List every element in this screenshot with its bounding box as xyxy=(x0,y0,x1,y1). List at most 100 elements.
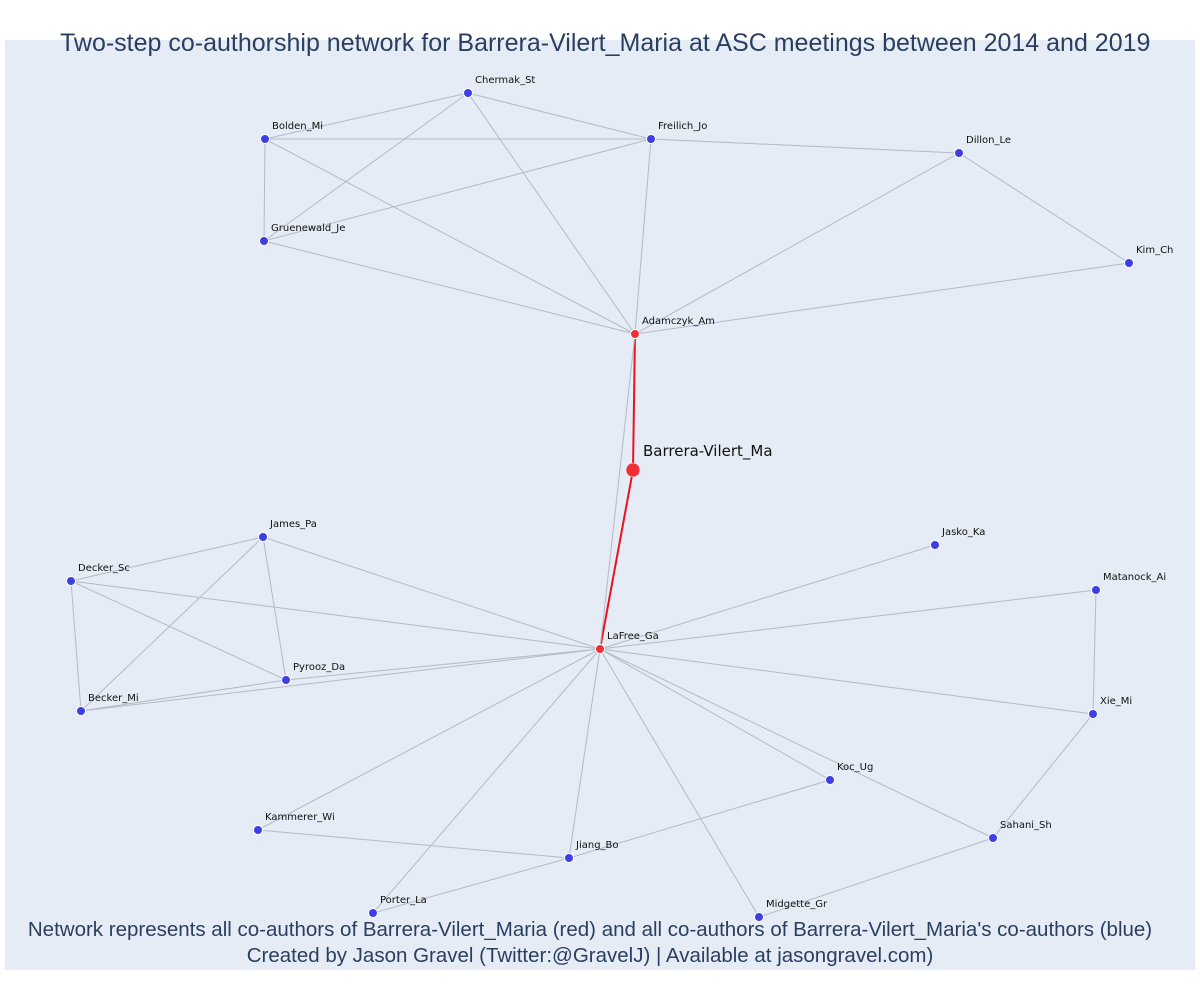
footer-note: Network represents all co-authors of Bar… xyxy=(27,918,1153,941)
node-lafree-ga[interactable]: LaFree_Ga xyxy=(595,631,659,654)
node-xie-mi[interactable]: Xie_Mi xyxy=(1088,696,1133,719)
node-label: Jiang_Bo xyxy=(575,840,619,851)
coauthor-edge xyxy=(992,713,1094,839)
node-marker[interactable] xyxy=(646,134,656,144)
node-marker[interactable] xyxy=(930,540,940,550)
coauthor-edge xyxy=(634,262,1130,335)
node-matanock-ai[interactable]: Matanock_Ai xyxy=(1091,572,1167,595)
coauthor-edge xyxy=(568,648,601,859)
node-koc-ug[interactable]: Koc_Ug xyxy=(825,762,874,785)
node-label: Bolden_Mi xyxy=(272,121,323,132)
node-barrera-vilert-ma[interactable]: Barrera-Vilert_Ma xyxy=(625,442,773,478)
node-gruenewald-je[interactable]: Gruenewald_Je xyxy=(259,223,346,246)
node-midgette-gr[interactable]: Midgette_Gr xyxy=(754,899,828,922)
node-label: Xie_Mi xyxy=(1100,696,1132,707)
coauthor-edge xyxy=(634,138,652,335)
node-marker[interactable] xyxy=(1091,585,1101,595)
node-marker[interactable] xyxy=(1124,258,1134,268)
node-jiang-bo[interactable]: Jiang_Bo xyxy=(564,840,619,863)
node-marker[interactable] xyxy=(825,775,835,785)
node-marker[interactable] xyxy=(630,329,640,339)
coauthor-edge xyxy=(467,92,652,140)
node-freilich-jo[interactable]: Freilich_Jo xyxy=(646,121,708,144)
node-becker-mi[interactable]: Becker_Mi xyxy=(76,693,139,716)
coauthor-edge xyxy=(467,92,636,335)
coauthor-edge xyxy=(599,648,760,918)
node-label: Porter_La xyxy=(380,895,427,906)
node-marker[interactable] xyxy=(368,908,378,918)
node-pyrooz-da[interactable]: Pyrooz_Da xyxy=(281,662,346,685)
node-marker[interactable] xyxy=(463,88,473,98)
focal-edge xyxy=(632,333,636,471)
coauthor-edge xyxy=(599,648,1094,715)
node-marker[interactable] xyxy=(258,532,268,542)
coauthor-edge xyxy=(650,138,960,154)
node-marker[interactable] xyxy=(259,236,269,246)
coauthor-edge xyxy=(80,536,264,712)
coauthor-edge xyxy=(372,648,601,914)
node-bolden-mi[interactable]: Bolden_Mi xyxy=(260,121,324,144)
coauthor-edge xyxy=(80,648,601,712)
node-label: Jasko_Ka xyxy=(941,527,985,538)
coauthor-edge xyxy=(599,648,994,839)
coauthor-edge xyxy=(263,138,652,242)
node-marker[interactable] xyxy=(253,825,263,835)
coauthor-edge xyxy=(262,536,601,650)
node-marker[interactable] xyxy=(1088,709,1098,719)
node-label: Chermak_St xyxy=(475,75,535,86)
node-label: Kammerer_Wi xyxy=(265,812,335,823)
coauthor-edge xyxy=(599,589,1097,650)
node-marker[interactable] xyxy=(564,853,574,863)
node-label: James_Pa xyxy=(269,519,317,530)
node-marker[interactable] xyxy=(281,675,291,685)
node-label: Koc_Ug xyxy=(837,762,873,773)
node-marker[interactable] xyxy=(595,644,605,654)
coauthor-edge xyxy=(263,240,636,335)
node-label: Matanock_Ai xyxy=(1103,572,1166,583)
coauthor-edge xyxy=(958,152,1130,264)
coauthor-edge xyxy=(264,138,636,335)
footer-credit: Created by Jason Gravel (Twitter:@Gravel… xyxy=(246,944,934,967)
node-marker[interactable] xyxy=(988,833,998,843)
node-kim-ch[interactable]: Kim_Ch xyxy=(1124,245,1174,268)
node-marker[interactable] xyxy=(625,462,641,478)
node-decker-sc[interactable]: Decker_Sc xyxy=(66,563,130,586)
nodes-layer: Barrera-Vilert_Ma Adamczyk_Am LaFree_Ga Che… xyxy=(66,75,1174,922)
node-label: Dillon_Le xyxy=(966,135,1011,146)
node-marker[interactable] xyxy=(754,912,764,922)
coauthor-edge xyxy=(70,536,264,582)
coauthor-edge xyxy=(80,679,287,712)
coauthor-edge xyxy=(70,580,287,681)
node-james-pa[interactable]: James_Pa xyxy=(258,519,317,542)
coauthor-edge xyxy=(758,837,994,918)
node-label: Freilich_Jo xyxy=(658,121,707,132)
coauthor-edge xyxy=(372,857,570,914)
node-chermak-st[interactable]: Chermak_St xyxy=(463,75,536,98)
node-label: Sahani_Sh xyxy=(1000,820,1052,831)
node-adamczyk-am[interactable]: Adamczyk_Am xyxy=(630,316,715,339)
coauthor-edge xyxy=(257,648,601,831)
node-label: Midgette_Gr xyxy=(766,899,828,910)
node-jasko-ka[interactable]: Jasko_Ka xyxy=(930,527,986,550)
node-porter-la[interactable]: Porter_La xyxy=(368,895,427,918)
node-label: LaFree_Ga xyxy=(607,631,659,642)
coauthor-edge xyxy=(264,92,469,140)
node-marker[interactable] xyxy=(260,134,270,144)
coauthor-edge xyxy=(263,138,266,242)
node-dillon-le[interactable]: Dillon_Le xyxy=(954,135,1012,158)
node-marker[interactable] xyxy=(66,576,76,586)
coauthor-edge xyxy=(599,333,636,650)
focal-edge xyxy=(599,469,634,650)
coauthor-edge xyxy=(599,544,936,650)
node-kammerer-wi[interactable]: Kammerer_Wi xyxy=(253,812,335,835)
node-marker[interactable] xyxy=(76,706,86,716)
node-label: Pyrooz_Da xyxy=(293,662,345,673)
node-label: Kim_Ch xyxy=(1136,245,1173,256)
node-sahani-sh[interactable]: Sahani_Sh xyxy=(988,820,1052,843)
edges-layer xyxy=(70,92,1130,918)
coauthor-edge xyxy=(599,648,831,781)
node-label: Barrera-Vilert_Ma xyxy=(643,442,773,461)
node-marker[interactable] xyxy=(954,148,964,158)
coauthor-edge xyxy=(70,580,82,712)
